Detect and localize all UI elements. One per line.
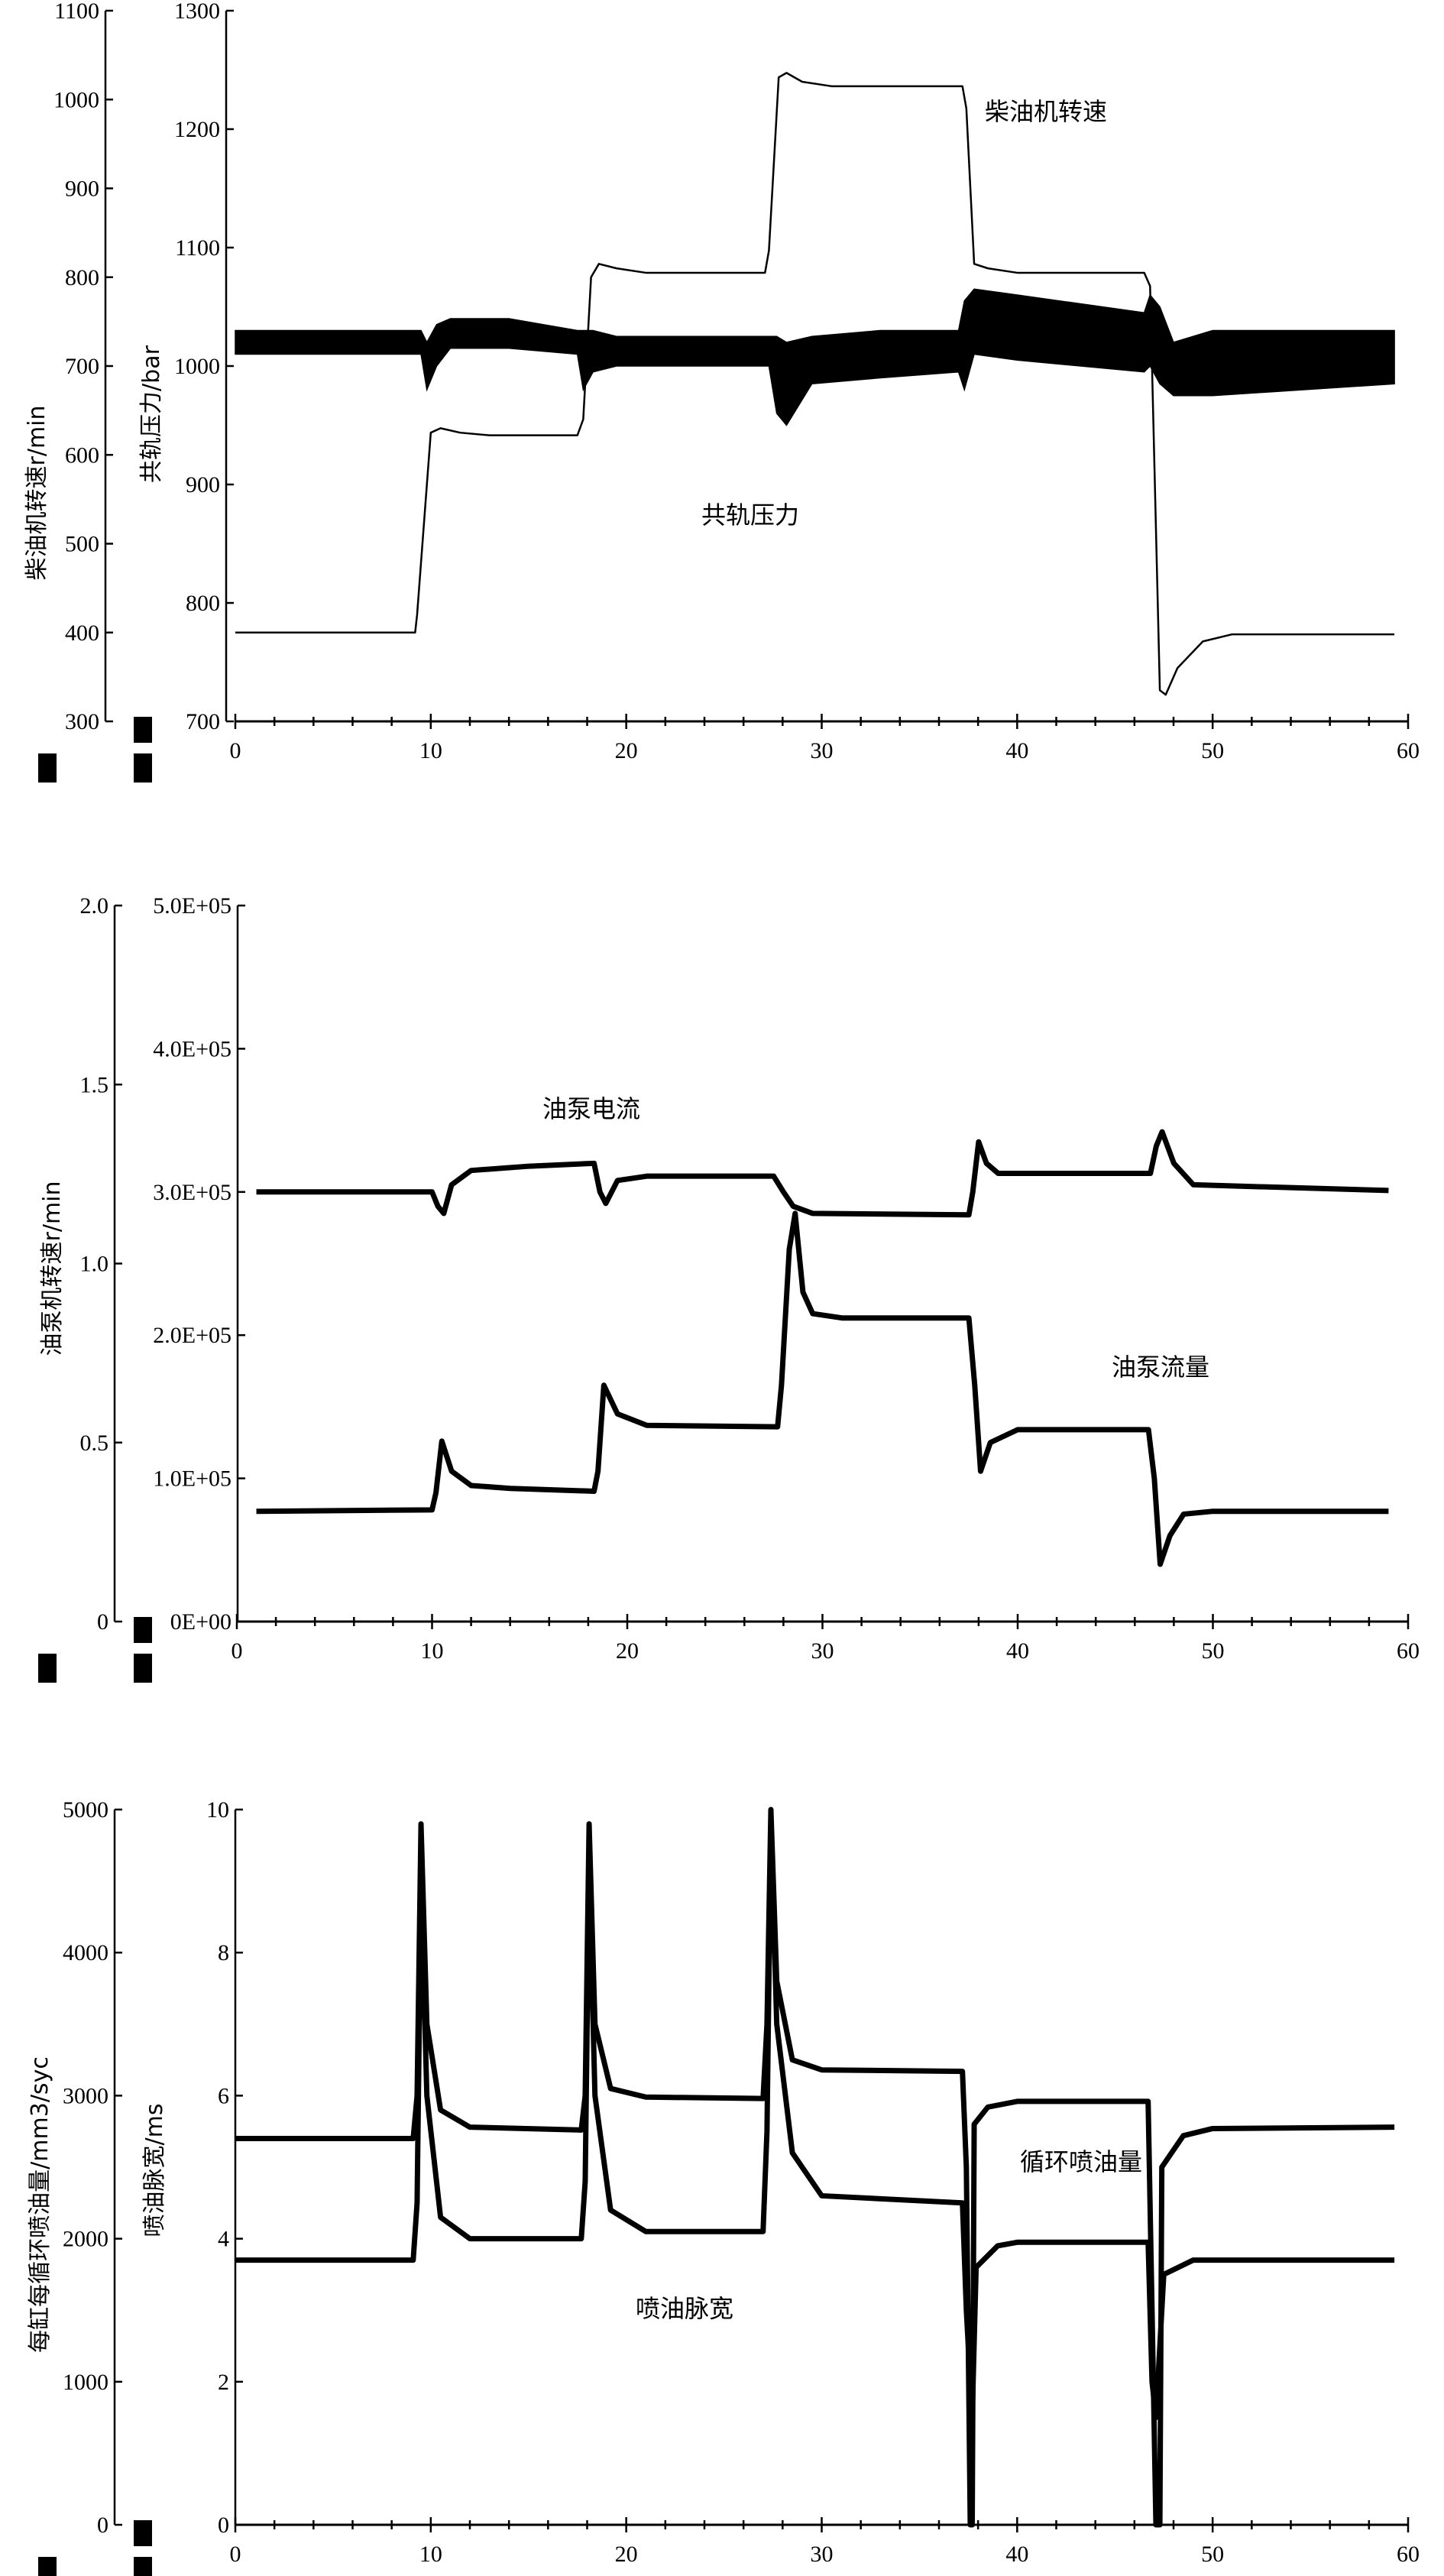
- series-1-line: [235, 1821, 1395, 2421]
- x-axis-tick-label: 40: [1006, 1638, 1029, 1664]
- left-axis-1-tick-label: 1300: [174, 0, 220, 24]
- left-axis-1-tick-label: 3.0E+05: [153, 1180, 231, 1205]
- x-axis-tick-label: 60: [1397, 1638, 1420, 1664]
- x-axis-tick-label: 30: [811, 2542, 834, 2567]
- left-axis-1-tick-label: 0E+00: [170, 1609, 231, 1635]
- axis-stub-marker: [134, 1654, 152, 1683]
- left-axis-0-tick-label: 4000: [63, 1940, 108, 1965]
- x-axis-tick-label: 30: [811, 738, 834, 763]
- left-axis-0-tick-label: 400: [65, 621, 99, 646]
- left-axis-0-tick-label: 0: [97, 2513, 108, 2538]
- left-axis-1-tick-label: 1.0E+05: [153, 1466, 231, 1492]
- axis-stub-marker: [134, 2557, 152, 2576]
- axis-stub-marker: [134, 2520, 152, 2546]
- x-axis-tick-label: 20: [615, 2542, 638, 2567]
- left-axis-0-tick-label: 5000: [63, 1797, 108, 1823]
- left-axis-1-tick-label: 1000: [174, 354, 220, 379]
- left-axis-0-tick-label: 0: [97, 1609, 108, 1635]
- series-label-injection-quantity: 循环喷油量: [1020, 2147, 1142, 2176]
- left-axis-1-tick-label: 10: [206, 1797, 229, 1823]
- axis-stub-marker: [38, 2557, 57, 2576]
- left-axis-1-tick-label: 2.0E+05: [153, 1323, 231, 1348]
- left-axis-0-tick-label: 900: [65, 177, 99, 202]
- axis-stub-marker: [134, 1617, 152, 1643]
- x-axis-tick-label: 50: [1202, 1638, 1225, 1664]
- x-axis-tick-label: 40: [1005, 2542, 1028, 2567]
- series-1-line: [256, 1210, 1389, 1567]
- injection-quantity-pulse-chart: 0 1000 2000 3000 4000 5000 0 2 4 6 8 10 0 10 20 30 40 5…: [27, 1797, 1420, 2576]
- series-label-pulse-width: 喷油脉宽: [636, 2294, 733, 2323]
- left-axis-0-title: 柴油机转速r/min: [24, 405, 50, 580]
- series-1-band: [235, 288, 1395, 426]
- pump-current-flow-chart: 0 0.5 1.0 1.5 2.0 0E+00 1.0E+05 2.0E+05 3.0E+05…: [38, 893, 1420, 1683]
- left-axis-0-tick-label: 300: [65, 709, 99, 734]
- left-axis-1-title: 喷油脉宽/ms: [141, 2104, 168, 2237]
- axis-stub-marker: [38, 1654, 57, 1683]
- left-axis-1-title: 共轨压力/bar: [138, 345, 165, 483]
- x-axis-tick-label: 10: [421, 1638, 444, 1664]
- left-axis-1-tick-label: 4: [218, 2227, 229, 2252]
- left-axis-1-tick-label: 0: [218, 2513, 229, 2538]
- left-axis-1-tick-label: 5.0E+05: [153, 893, 231, 919]
- left-axis-1-tick-label: 1200: [174, 117, 220, 142]
- left-axis-0-tick-label: 700: [65, 354, 99, 379]
- x-axis-tick-label: 60: [1397, 2542, 1420, 2567]
- left-axis-0-tick-label: 3000: [63, 2083, 108, 2108]
- left-axis-1-tick-label: 8: [218, 1940, 229, 1965]
- left-axis-0-title: 油泵机转速r/min: [39, 1181, 66, 1356]
- x-axis-tick-label: 0: [230, 738, 241, 763]
- left-axis-0-tick-label: 1000: [53, 87, 99, 112]
- x-axis-tick-label: 10: [419, 2542, 442, 2567]
- left-axis-1-tick-label: 1100: [175, 235, 220, 261]
- left-axis-0-tick-label: 2.0: [80, 893, 109, 919]
- x-axis-tick-label: 50: [1201, 738, 1224, 763]
- left-axis-0-tick-label: 2000: [63, 2227, 108, 2252]
- left-axis-1-tick-label: 900: [186, 472, 220, 497]
- left-axis-1-tick-label: 2: [218, 2370, 229, 2395]
- left-axis-0-tick-label: 800: [65, 265, 99, 290]
- left-axis-0-tick-label: 0.5: [80, 1431, 109, 1456]
- series-0-line: [235, 72, 1395, 696]
- x-axis-tick-label: 0: [231, 1638, 243, 1664]
- x-axis-tick-label: 20: [615, 738, 638, 763]
- x-axis-tick-label: 60: [1397, 738, 1420, 763]
- left-axis-0-tick-label: 500: [65, 532, 99, 557]
- x-axis-tick-label: 0: [230, 2542, 241, 2567]
- series-label-engine-speed: 柴油机转速: [985, 97, 1107, 126]
- axis-stub-marker: [134, 717, 152, 743]
- left-axis-0-tick-label: 1100: [54, 0, 99, 24]
- left-axis-1-tick-label: 6: [218, 2083, 229, 2108]
- left-axis-1-tick-label: 800: [186, 591, 220, 616]
- left-axis-1-tick-label: 700: [186, 709, 220, 734]
- series-0-line: [256, 1129, 1389, 1218]
- axis-stub-marker: [134, 753, 152, 783]
- series-label-rail-pressure: 共轨压力: [701, 501, 799, 530]
- x-axis-tick-label: 10: [419, 738, 442, 763]
- left-axis-0-tick-label: 1.5: [80, 1072, 109, 1097]
- left-axis-0-title: 每缸每循环喷油量/mm3/syc: [27, 2056, 53, 2353]
- series-label-pump-flow: 油泵流量: [1112, 1353, 1209, 1382]
- x-axis-tick-label: 40: [1005, 738, 1028, 763]
- left-axis-1-tick-label: 4.0E+05: [153, 1036, 231, 1061]
- left-axis-0-tick-label: 1000: [63, 2370, 108, 2395]
- x-axis-tick-label: 50: [1201, 2542, 1224, 2567]
- series-label-pump-current: 油泵电流: [542, 1094, 640, 1123]
- x-axis-tick-label: 20: [616, 1638, 639, 1664]
- axis-stub-marker: [38, 753, 57, 783]
- x-axis-tick-label: 30: [811, 1638, 834, 1664]
- left-axis-0-tick-label: 1.0: [80, 1252, 109, 1277]
- left-axis-0-tick-label: 600: [65, 442, 99, 468]
